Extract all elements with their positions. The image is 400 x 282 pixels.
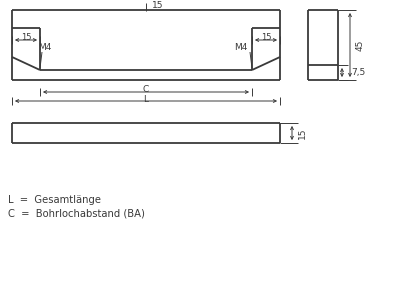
Text: L  =  Gesamtlänge: L = Gesamtlänge xyxy=(8,195,101,205)
Text: 7,5: 7,5 xyxy=(351,68,365,77)
Text: 15: 15 xyxy=(298,127,306,139)
Text: C  =  Bohrlochabstand (BA): C = Bohrlochabstand (BA) xyxy=(8,208,145,218)
Text: 15: 15 xyxy=(261,34,271,43)
Text: 15: 15 xyxy=(21,34,31,43)
Text: 45: 45 xyxy=(356,39,364,51)
Text: 15: 15 xyxy=(152,1,164,10)
Text: M4: M4 xyxy=(234,43,247,52)
Text: C: C xyxy=(143,85,149,94)
Text: M4: M4 xyxy=(38,43,51,52)
Text: L: L xyxy=(144,94,148,103)
